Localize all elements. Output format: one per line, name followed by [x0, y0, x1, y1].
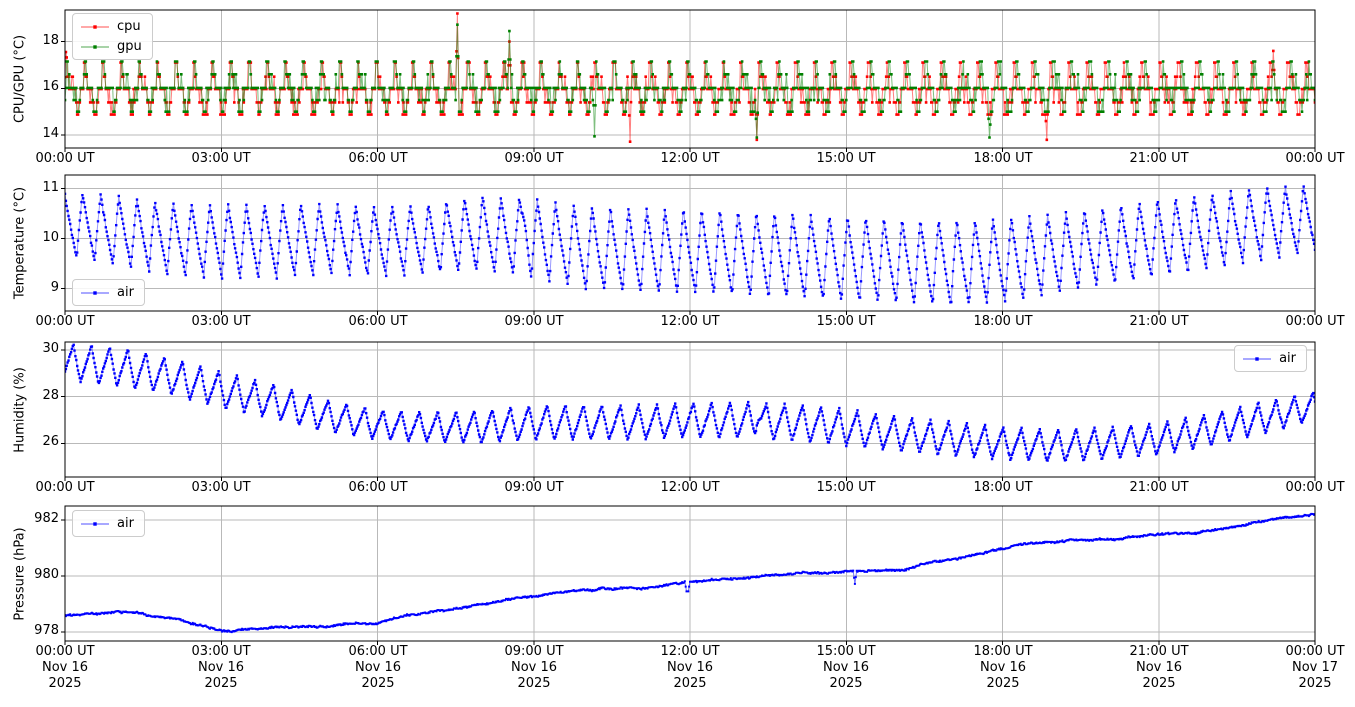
- gridlines: [64, 175, 1316, 311]
- x-tick-label: 09:00 UT: [504, 151, 564, 166]
- y-tick-label: 28: [42, 388, 59, 403]
- y-tick-label: 14: [42, 126, 59, 141]
- legend-entry-cpu: cpu: [80, 17, 142, 36]
- legend-handle-icon: [81, 24, 109, 29]
- x-tick-label: 03:00 UT: [191, 480, 251, 495]
- series-group-cpu-gpu-temperature: [65, 12, 1315, 143]
- x-tick-year-label: 2025: [204, 676, 238, 691]
- tick-marks: [61, 41, 1316, 152]
- y-tick-label: 18: [42, 33, 59, 48]
- x-tick-year-label: 2025: [48, 676, 82, 691]
- x-tick-label: 15:00 UT: [816, 314, 876, 329]
- legend-label: gpu: [117, 39, 142, 54]
- y-tick-label: 26: [42, 434, 59, 449]
- x-tick-label: 00:00 UT: [35, 644, 95, 659]
- x-tick-label: 12:00 UT: [660, 151, 720, 166]
- series-group-air-pressure: [65, 512, 1315, 634]
- x-tick-date-label: Nov 16: [510, 660, 558, 675]
- x-tick-year-label: 2025: [361, 676, 395, 691]
- x-tick-year-label: 2025: [1142, 676, 1176, 691]
- x-tick-label: 03:00 UT: [191, 314, 251, 329]
- legend-entry-air: air: [80, 514, 134, 533]
- x-tick-label: 18:00 UT: [973, 480, 1033, 495]
- y-tick-label: 980: [34, 567, 59, 582]
- x-tick-label: 21:00 UT: [1129, 644, 1189, 659]
- x-tick-date-label: Nov 16: [979, 660, 1027, 675]
- legend-handle-icon: [81, 521, 109, 526]
- gridlines: [64, 506, 1316, 641]
- x-tick-label: 12:00 UT: [660, 480, 720, 495]
- x-tick-label: 00:00 UT: [35, 314, 95, 329]
- x-tick-label: 06:00 UT: [348, 644, 408, 659]
- tick-marks: [61, 519, 1316, 645]
- legend-entry-air: air: [1242, 349, 1296, 368]
- x-tick-label: 18:00 UT: [973, 314, 1033, 329]
- x-tick-label: 18:00 UT: [973, 644, 1033, 659]
- x-tick-date-label: Nov 16: [666, 660, 714, 675]
- legend-cpu-gpu-temperature: cpu gpu: [72, 13, 153, 60]
- y-tick-label: 10: [42, 230, 59, 245]
- x-tick-label: 03:00 UT: [191, 644, 251, 659]
- legend-label: air: [1279, 351, 1296, 366]
- legend-entry-gpu: gpu: [80, 37, 142, 56]
- tick-marks: [61, 349, 1316, 481]
- legend-handle-icon: [81, 290, 109, 295]
- x-tick-label: 06:00 UT: [348, 480, 408, 495]
- x-tick-date-label: Nov 16: [197, 660, 245, 675]
- x-tick-label: 12:00 UT: [660, 314, 720, 329]
- x-tick-label: 18:00 UT: [973, 151, 1033, 166]
- x-tick-label: 03:00 UT: [191, 151, 251, 166]
- x-tick-year-label: 2025: [1298, 676, 1332, 691]
- x-tick-label: 09:00 UT: [504, 314, 564, 329]
- legend-air-temperature: air: [72, 279, 145, 306]
- x-tick-label: 15:00 UT: [816, 644, 876, 659]
- legend-entry-air: air: [80, 283, 134, 302]
- x-tick-date-label: Nov 16: [1135, 660, 1183, 675]
- x-tick-date-label: Nov 17: [1291, 660, 1339, 675]
- legend-handle-icon: [1243, 356, 1272, 361]
- legend-handle-icon: [81, 44, 109, 49]
- y-tick-label: 978: [34, 623, 59, 638]
- markers-air: [65, 343, 1315, 462]
- x-tick-label: 15:00 UT: [816, 480, 876, 495]
- x-tick-year-label: 2025: [673, 676, 707, 691]
- x-tick-label: 21:00 UT: [1129, 151, 1189, 166]
- gridlines: [64, 342, 1316, 477]
- x-tick-label: 15:00 UT: [816, 151, 876, 166]
- x-tick-year-label: 2025: [986, 676, 1020, 691]
- x-tick-date-label: Nov 16: [41, 660, 89, 675]
- legend-label: air: [117, 285, 134, 300]
- x-tick-label: 09:00 UT: [504, 480, 564, 495]
- series-group-air-temperature: [65, 185, 1315, 304]
- legend-air-humidity: air: [1234, 345, 1307, 372]
- x-tick-year-label: 2025: [517, 676, 551, 691]
- y-tick-label: 11: [42, 180, 59, 195]
- x-tick-label: 09:00 UT: [504, 644, 564, 659]
- y-tick-label: 30: [42, 341, 59, 356]
- x-tick-date-label: Nov 16: [354, 660, 402, 675]
- legend-air-pressure: air: [72, 510, 145, 537]
- y-tick-label: 16: [42, 79, 59, 94]
- x-tick-label: 00:00 UT: [1285, 314, 1345, 329]
- x-tick-label: 21:00 UT: [1129, 480, 1189, 495]
- x-tick-label: 06:00 UT: [348, 314, 408, 329]
- legend-label: cpu: [117, 19, 141, 34]
- x-tick-label: 00:00 UT: [1285, 480, 1345, 495]
- legend-label: air: [117, 516, 134, 531]
- series-group-air-humidity: [65, 343, 1315, 462]
- x-tick-label: 00:00 UT: [35, 480, 95, 495]
- x-tick-label: 21:00 UT: [1129, 314, 1189, 329]
- y-tick-label: 9: [50, 280, 59, 295]
- x-tick-label: 00:00 UT: [1285, 151, 1345, 166]
- x-tick-year-label: 2025: [829, 676, 863, 691]
- x-tick-label: 06:00 UT: [348, 151, 408, 166]
- x-tick-label: 12:00 UT: [660, 644, 720, 659]
- x-tick-label: 00:00 UT: [1285, 644, 1345, 659]
- x-tick-label: 00:00 UT: [35, 151, 95, 166]
- y-tick-label: 982: [34, 511, 59, 526]
- tick-marks: [61, 188, 1316, 315]
- x-tick-date-label: Nov 16: [822, 660, 870, 675]
